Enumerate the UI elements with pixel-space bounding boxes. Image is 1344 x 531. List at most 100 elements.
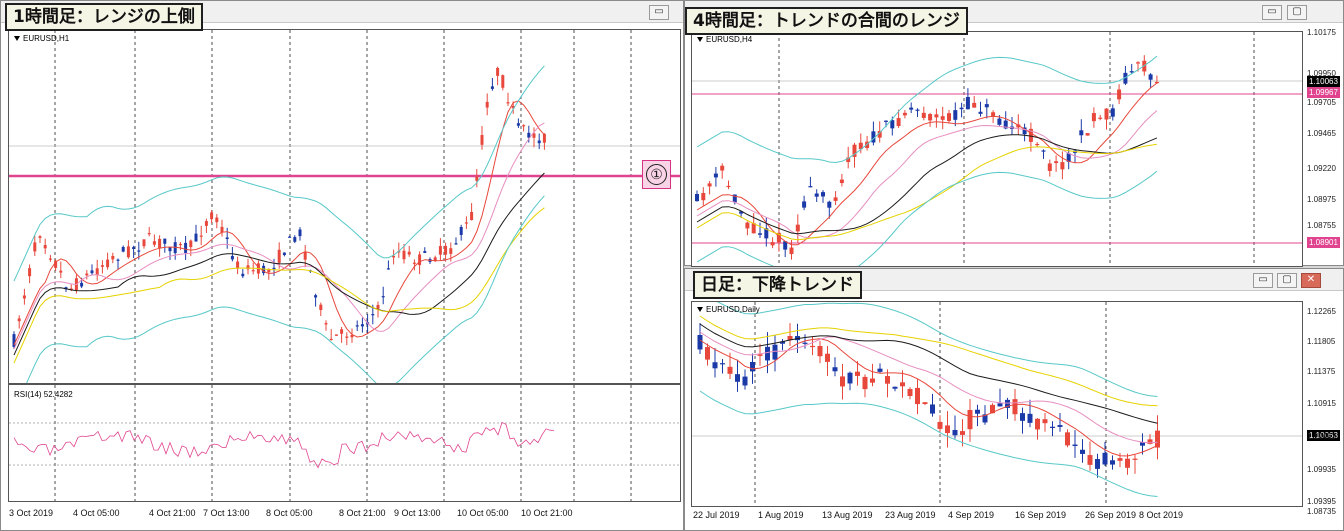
- h1-candle-body: [194, 233, 198, 242]
- h1-candle-body: [418, 254, 422, 266]
- h1-candle-body: [132, 247, 136, 250]
- h1-candle-body: [230, 256, 234, 260]
- h4-ma-slow: [696, 134, 1158, 235]
- daily-x-tick-label: 16 Sep 2019: [1015, 510, 1067, 520]
- daily-candle-body: [810, 345, 815, 348]
- h4-candle-body: [877, 130, 882, 138]
- daily-price-pane[interactable]: EURUSD,Daily: [691, 301, 1303, 507]
- h4-candle-body: [1117, 89, 1122, 100]
- h4-candle-body: [751, 223, 756, 234]
- daily-minimize-button[interactable]: ▭: [1253, 273, 1273, 288]
- daily-candle-body: [1020, 413, 1025, 421]
- h4-candle-body: [1047, 163, 1052, 171]
- h4-candle-body: [934, 114, 939, 118]
- daily-candle-body: [727, 366, 733, 374]
- h1-price-pane[interactable]: EURUSD,H1: [8, 29, 681, 384]
- daily-candle-body: [855, 371, 860, 376]
- h1-x-tick-label: 8 Oct 21:00: [339, 508, 386, 518]
- h4-candle-body: [1066, 153, 1071, 162]
- h4-minimize-button[interactable]: ▭: [1262, 5, 1282, 20]
- daily-candle-body: [1050, 426, 1055, 428]
- dropdown-triangle-icon: [697, 307, 703, 313]
- daily-candle-body: [885, 376, 890, 384]
- h4-candle-body: [1110, 108, 1115, 117]
- h4-upper-price-tag: 1.09967: [1307, 87, 1340, 98]
- h4-candle-body: [915, 109, 920, 111]
- daily-candle-body: [1005, 399, 1010, 408]
- h1-candle-body: [340, 329, 344, 334]
- h1-candle-body: [251, 270, 255, 272]
- h4-candle-body: [827, 201, 832, 208]
- h1-candle-body: [438, 246, 442, 255]
- h1-candle-body: [501, 75, 505, 88]
- daily-candle-body: [742, 376, 748, 386]
- h4-candle-body: [814, 193, 819, 197]
- daily-x-tick-label: 4 Sep 2019: [948, 510, 995, 520]
- dropdown-triangle-icon: [14, 36, 20, 42]
- h4-candle-body: [795, 224, 800, 232]
- daily-candle-body: [765, 346, 770, 361]
- h1-candle-body: [444, 245, 448, 255]
- h1-candle-body: [54, 260, 58, 268]
- h1-candle-body: [126, 246, 130, 258]
- daily-candle-body: [922, 402, 928, 405]
- h1-x-tick-label: 9 Oct 13:00: [394, 508, 441, 518]
- h4-y-tick-label: 1.08975: [1307, 195, 1336, 204]
- daily-close-button[interactable]: ✕: [1301, 273, 1321, 288]
- h4-candle-body: [890, 120, 895, 129]
- h1-candle-body: [516, 123, 520, 126]
- h1-x-tick-label: 10 Oct 05:00: [457, 508, 509, 518]
- h4-chart-window[interactable]: ▭ ▢ 4時間足：トレンドの合間のレンジ EURUSD,H4 1.10063 1…: [684, 0, 1344, 267]
- h4-candle-body: [783, 241, 788, 250]
- h4-y-tick-label: 1.08755: [1307, 221, 1336, 230]
- h1-candle-body: [163, 238, 167, 244]
- h1-bollinger-lower: [26, 195, 545, 383]
- h1-candle-body: [178, 243, 182, 246]
- h1-candle-body: [48, 258, 52, 260]
- h4-price-pane[interactable]: EURUSD,H4: [691, 31, 1303, 267]
- daily-y-tick-label: 1.09935: [1307, 465, 1336, 474]
- h1-ma-mid: [13, 122, 545, 350]
- h1-candle-body: [267, 269, 271, 273]
- h4-maximize-button[interactable]: ▢: [1287, 5, 1307, 20]
- daily-candle-body: [1072, 444, 1078, 446]
- h1-minimize-button[interactable]: ▭: [649, 5, 669, 20]
- daily-candle-body: [1027, 413, 1033, 423]
- h1-candle-body: [511, 106, 515, 109]
- daily-maximize-button[interactable]: ▢: [1277, 273, 1297, 288]
- h1-candle-body: [293, 237, 297, 242]
- h1-rsi-pane[interactable]: RSI(14) 52.4282: [8, 384, 681, 502]
- h1-x-tick-label: 7 Oct 13:00: [203, 508, 250, 518]
- daily-candle-body: [1132, 458, 1138, 460]
- h1-candle-body: [496, 67, 500, 76]
- h1-candle-body: [433, 257, 437, 261]
- daily-candle-body: [1042, 419, 1048, 424]
- h1-candle-body: [241, 273, 245, 277]
- h1-chart-window[interactable]: ▭ 1時間足：レンジの上側 EURUSD,H1 ① RSI(14) 52.428…: [0, 0, 684, 531]
- h1-marker-tag: ①: [642, 160, 671, 189]
- h1-candle-body: [121, 246, 125, 252]
- daily-candle-body: [870, 378, 875, 383]
- daily-x-tick-label: 26 Sep 2019: [1085, 510, 1137, 520]
- h1-candle-body: [220, 226, 224, 233]
- h1-candle-body: [324, 323, 328, 325]
- h1-candle-body: [38, 236, 42, 238]
- h1-candle-body: [137, 250, 141, 252]
- h1-candle-body: [542, 133, 546, 143]
- daily-badge: 日足：下降トレンド: [693, 271, 862, 299]
- h4-ma-fast: [696, 82, 1158, 246]
- h1-candle-body: [272, 267, 276, 270]
- h4-symbol-text: EURUSD,H4: [706, 35, 753, 44]
- daily-ma-mid: [699, 331, 1158, 444]
- daily-candle-body: [945, 425, 950, 434]
- daily-chart-window[interactable]: ▭ ▢ ✕ 日足：下降トレンド EURUSD,Daily 1.10063 1.1…: [684, 268, 1344, 531]
- h4-candle-body: [707, 183, 712, 187]
- daily-candle-body: [1065, 432, 1070, 446]
- h1-candle-body: [537, 140, 541, 144]
- h4-candles-svg: [692, 32, 1302, 266]
- daily-candle-body: [1102, 452, 1108, 465]
- h4-candle-body: [953, 110, 958, 120]
- h4-candle-body: [1148, 74, 1153, 80]
- h4-candle-body: [808, 186, 813, 188]
- h4-candle-body: [770, 242, 775, 246]
